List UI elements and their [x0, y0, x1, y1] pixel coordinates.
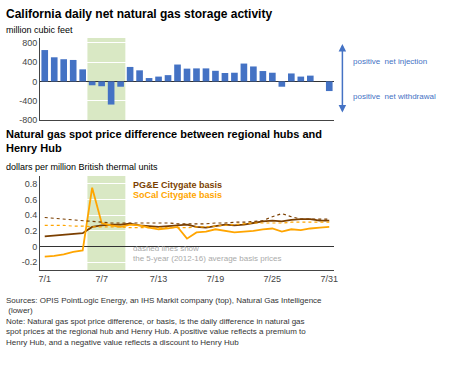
- svg-text:0.8: 0.8: [25, 179, 38, 189]
- svg-text:million cubic feet: million cubic feet: [6, 25, 73, 35]
- svg-text:0.2: 0.2: [25, 226, 38, 236]
- svg-text:-400: -400: [19, 96, 37, 106]
- svg-text:0.4: 0.4: [25, 210, 38, 220]
- svg-text:7/1: 7/1: [38, 274, 51, 284]
- svg-text:0: 0: [32, 242, 37, 252]
- svg-text:-0.2: -0.2: [22, 257, 38, 267]
- svg-text:7/7: 7/7: [95, 274, 108, 284]
- svg-text:dashed lines showthe 5-year (2: dashed lines showthe 5-year (2012-16) av…: [133, 244, 282, 263]
- svg-text:-800: -800: [19, 115, 37, 125]
- svg-text:positive net injection: positive net injection: [353, 57, 427, 66]
- svg-text:7/25: 7/25: [264, 274, 282, 284]
- svg-text:800: 800: [22, 38, 37, 48]
- svg-text:0: 0: [32, 77, 37, 87]
- svg-text:7/19: 7/19: [207, 274, 225, 284]
- svg-text:400: 400: [22, 57, 37, 67]
- svg-text:California daily net natural g: California daily net natural gas storage…: [6, 7, 272, 21]
- svg-text:7/31: 7/31: [320, 274, 338, 284]
- svg-text:7/13: 7/13: [150, 274, 168, 284]
- svg-text:0.6: 0.6: [25, 195, 38, 205]
- svg-text:PG&E Citygate basis: PG&E Citygate basis: [133, 180, 222, 190]
- svg-text:SoCal Citygate basis: SoCal Citygate basis: [133, 190, 222, 200]
- svg-text:Natural gas spot price differe: Natural gas spot price difference betwee…: [6, 128, 322, 154]
- svg-text:dollars per million British th: dollars per million British thermal unit…: [6, 162, 158, 172]
- svg-text:positive net withdrawal: positive net withdrawal: [353, 92, 436, 101]
- svg-text:Sources: OPIS PointLogic Energ: Sources: OPIS PointLogic Energy, an IHS …: [6, 296, 322, 347]
